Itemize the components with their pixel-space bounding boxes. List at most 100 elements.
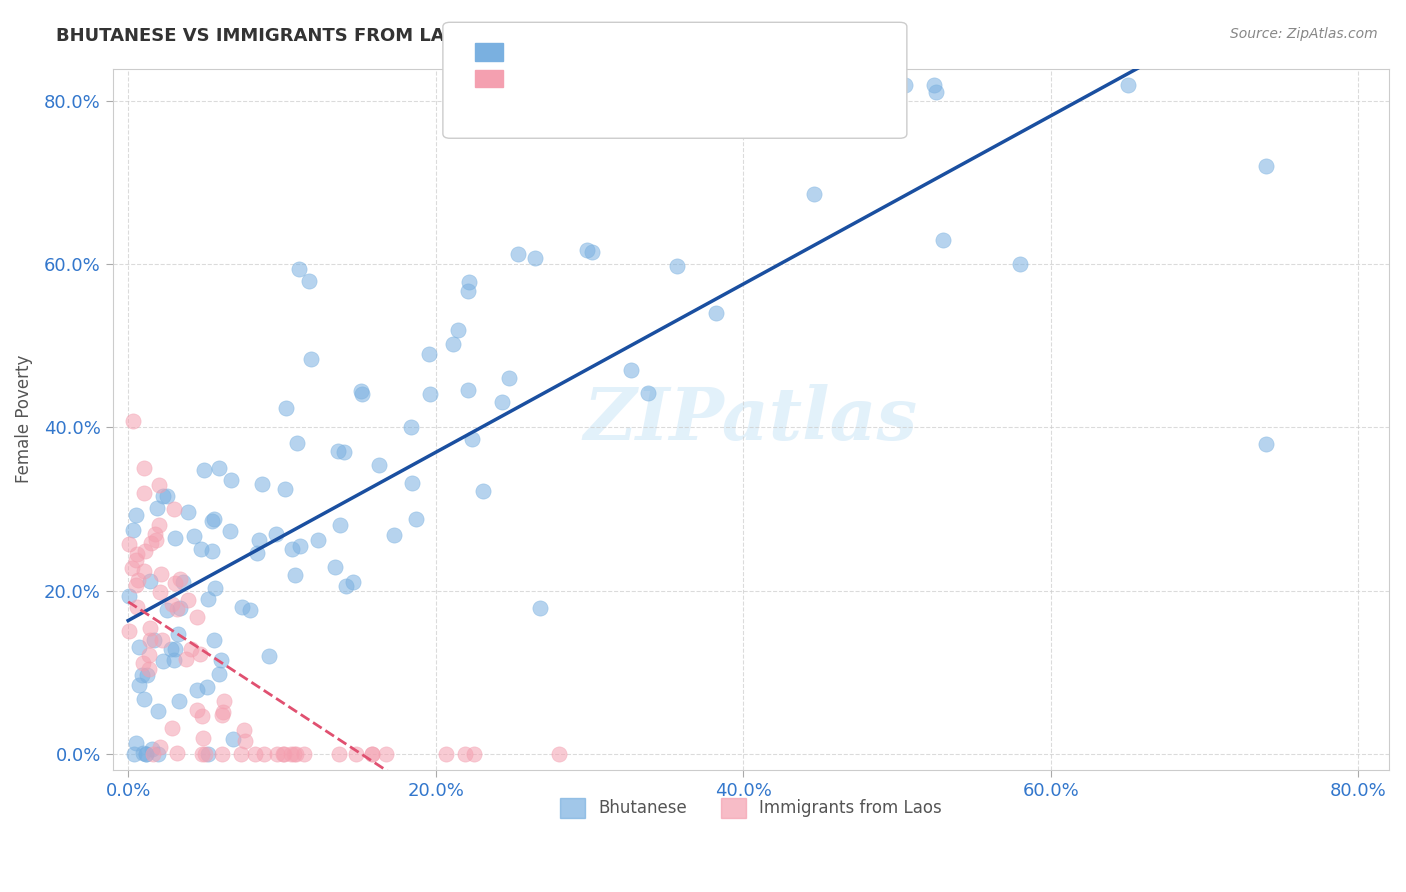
Point — [575, 243, 598, 257]
Point — [243, 747, 266, 761]
Point — [141, 536, 163, 550]
Point — [177, 593, 200, 607]
Point — [292, 747, 315, 761]
Point — [704, 306, 727, 320]
Point — [134, 544, 156, 558]
Point — [335, 579, 357, 593]
Point — [281, 541, 304, 556]
Point — [191, 709, 214, 723]
Point — [127, 600, 149, 615]
Point — [186, 703, 208, 717]
Point — [405, 512, 427, 526]
Text: R =: R = — [510, 42, 553, 62]
Point — [148, 704, 170, 718]
Point — [548, 747, 571, 761]
Point — [190, 542, 212, 557]
Point — [202, 632, 225, 647]
Point — [143, 527, 166, 541]
Point — [361, 747, 384, 761]
Point — [135, 668, 157, 682]
Point — [128, 678, 150, 692]
Point — [163, 576, 186, 591]
Point — [219, 474, 242, 488]
Point — [418, 347, 440, 361]
Point — [135, 747, 157, 761]
Point — [204, 581, 226, 595]
Point — [149, 585, 172, 599]
Point — [498, 370, 520, 384]
Point — [138, 648, 160, 662]
Point — [399, 420, 422, 434]
Point — [188, 648, 211, 662]
Point — [141, 741, 163, 756]
Point — [274, 401, 297, 415]
Point — [280, 747, 302, 761]
Point — [284, 568, 307, 582]
Point — [132, 692, 155, 706]
Point — [165, 531, 187, 545]
Point — [193, 462, 215, 476]
Point — [121, 414, 143, 428]
Point — [367, 458, 389, 472]
Point — [932, 233, 955, 247]
Point — [127, 547, 149, 561]
Point — [125, 553, 148, 567]
Point — [233, 723, 256, 737]
Point — [132, 485, 155, 500]
Point — [211, 747, 233, 761]
Point — [160, 598, 183, 612]
Point — [222, 731, 245, 746]
Point — [208, 667, 231, 681]
Point — [229, 747, 252, 761]
Point — [148, 518, 170, 533]
Point — [135, 747, 157, 761]
Point — [148, 477, 170, 491]
Point — [1116, 78, 1139, 92]
Point — [461, 432, 484, 446]
Point — [160, 721, 183, 735]
Point — [637, 385, 659, 400]
Point — [145, 501, 167, 516]
Point — [138, 574, 160, 588]
Point — [128, 640, 150, 655]
Point — [197, 592, 219, 607]
Point — [471, 484, 494, 499]
Point — [118, 624, 141, 639]
Point — [287, 262, 309, 277]
Point — [246, 546, 269, 560]
Point — [922, 78, 945, 92]
Point — [457, 284, 479, 298]
Point — [121, 561, 143, 575]
Point — [284, 747, 307, 761]
Point — [163, 642, 186, 657]
Point — [457, 383, 479, 397]
Point — [529, 601, 551, 615]
Point — [124, 578, 146, 592]
Point — [342, 575, 364, 590]
Y-axis label: Female Poverty: Female Poverty — [15, 355, 32, 483]
Text: BHUTANESE VS IMMIGRANTS FROM LAOS FEMALE POVERTY CORRELATION CHART: BHUTANESE VS IMMIGRANTS FROM LAOS FEMALE… — [56, 27, 879, 45]
Point — [201, 514, 224, 528]
Point — [143, 632, 166, 647]
Point — [401, 476, 423, 491]
Point — [118, 589, 141, 603]
Point — [581, 244, 603, 259]
Point — [463, 747, 485, 761]
Text: Source: ZipAtlas.com: Source: ZipAtlas.com — [1230, 27, 1378, 41]
Point — [197, 747, 219, 761]
Point — [131, 656, 153, 670]
Point — [1254, 160, 1277, 174]
Point — [458, 275, 481, 289]
Point — [150, 632, 173, 647]
Point — [352, 387, 374, 401]
Point — [166, 602, 188, 616]
Point — [436, 747, 458, 761]
Point — [212, 694, 235, 708]
Text: 0.207: 0.207 — [546, 42, 607, 62]
Legend: Bhutanese, Immigrants from Laos: Bhutanese, Immigrants from Laos — [554, 791, 948, 825]
Point — [447, 323, 470, 337]
Point — [361, 747, 384, 761]
Point — [803, 187, 825, 202]
Point — [524, 251, 547, 265]
Point — [160, 642, 183, 657]
